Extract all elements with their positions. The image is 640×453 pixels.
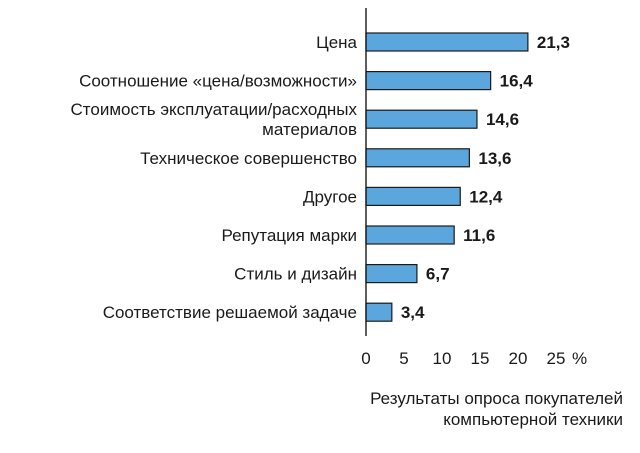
bar — [365, 302, 393, 322]
value-label: 3,4 — [401, 303, 425, 322]
x-unit-label: % — [572, 349, 587, 368]
category-label: Соответствие решаемой задаче — [103, 303, 357, 322]
value-label: 16,4 — [500, 72, 534, 91]
chart-caption: Результаты опроса покупателей — [370, 389, 623, 408]
bar — [365, 186, 461, 206]
category-label: Стоимость эксплуатации/расходных — [71, 100, 358, 119]
category-label: Стиль и дизайн — [234, 265, 357, 284]
bar — [365, 32, 529, 52]
bar — [365, 70, 492, 91]
x-tick-label: 5 — [399, 349, 408, 368]
value-label: 6,7 — [426, 265, 450, 284]
chart-caption: компьютерной техники — [443, 410, 623, 429]
category-label: Репутация марки — [222, 226, 358, 245]
value-label: 13,6 — [478, 149, 511, 168]
value-label: 12,4 — [469, 187, 503, 206]
bar — [365, 148, 470, 168]
category-label: Другое — [303, 187, 357, 206]
category-label: материалов — [262, 120, 357, 139]
category-label: Техническое совершенство — [140, 149, 357, 168]
value-label: 14,6 — [486, 110, 519, 129]
x-tick-label: 20 — [509, 349, 528, 368]
bar — [365, 109, 478, 129]
bar — [365, 264, 418, 284]
x-tick-label: 15 — [471, 349, 490, 368]
x-tick-label: 10 — [433, 349, 452, 368]
value-label: 21,3 — [537, 33, 570, 52]
x-tick-label: 0 — [361, 349, 370, 368]
category-label: Соотношение «цена/возможности» — [79, 72, 357, 91]
bar — [365, 225, 455, 245]
value-label: 11,6 — [463, 226, 495, 245]
x-tick-label: 25 — [547, 349, 566, 368]
category-label: Цена — [316, 33, 357, 52]
